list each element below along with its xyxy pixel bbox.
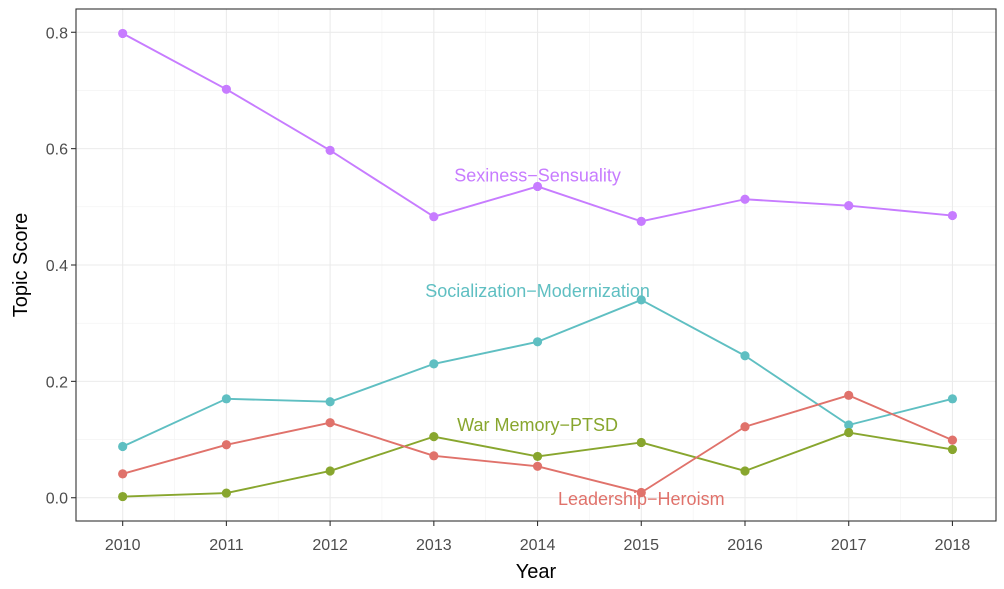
y-axis-ticks: 0.0 0.2 0.4 0.6 0.8 xyxy=(46,25,76,508)
data-point xyxy=(947,210,958,221)
data-point xyxy=(532,461,543,471)
series-lines xyxy=(118,28,958,502)
x-tick-label: 2012 xyxy=(312,537,348,554)
series-sexiness-sensuality xyxy=(118,28,958,226)
data-point xyxy=(221,440,231,450)
data-point xyxy=(636,216,646,226)
y-tick-label: 0.8 xyxy=(46,25,68,42)
data-point xyxy=(844,420,854,430)
data-point xyxy=(221,394,231,404)
data-point xyxy=(947,435,958,445)
series-label: Socialization−Modernization xyxy=(425,281,650,301)
data-point xyxy=(118,28,128,39)
series-leadership-heroism xyxy=(118,390,958,498)
data-point xyxy=(844,390,854,400)
data-point xyxy=(532,181,543,192)
data-point xyxy=(636,437,646,448)
x-axis-title: Year xyxy=(516,561,557,583)
y-axis-title: Topic Score xyxy=(10,213,32,318)
data-point xyxy=(740,194,750,204)
y-tick-label: 0.0 xyxy=(46,491,68,508)
data-point xyxy=(429,212,439,222)
series-label: Leadership−Heroism xyxy=(558,489,725,509)
data-point xyxy=(636,487,646,498)
data-point xyxy=(325,466,335,476)
x-tick-label: 2018 xyxy=(935,537,971,554)
data-point xyxy=(844,201,854,211)
data-point xyxy=(325,145,335,155)
series-socialization-modernization xyxy=(118,295,958,452)
data-point xyxy=(947,394,958,404)
data-point xyxy=(740,422,750,432)
series-labels: Sexiness−Sensuality Socialization−Moderni… xyxy=(425,165,724,508)
x-tick-label: 2015 xyxy=(623,537,659,554)
x-tick-label: 2011 xyxy=(209,537,244,554)
data-point xyxy=(947,444,958,455)
data-point xyxy=(118,441,128,452)
data-point xyxy=(429,432,439,442)
data-point xyxy=(118,491,128,502)
data-point xyxy=(325,418,335,428)
data-point xyxy=(429,451,439,461)
data-point xyxy=(532,451,543,462)
data-point xyxy=(221,488,231,498)
x-tick-label: 2016 xyxy=(727,537,763,554)
y-tick-label: 0.2 xyxy=(46,374,68,391)
x-axis-ticks: 2010 2011 2012 2013 2014 2015 2016 2017 2018 xyxy=(105,521,970,554)
data-point xyxy=(844,427,854,438)
data-point xyxy=(118,469,128,479)
grid xyxy=(76,9,996,521)
y-tick-label: 0.6 xyxy=(46,142,68,159)
x-tick-label: 2017 xyxy=(831,537,867,554)
series-label: Sexiness−Sensuality xyxy=(454,165,621,185)
data-point xyxy=(221,84,231,94)
data-point xyxy=(740,351,750,361)
data-point xyxy=(532,337,543,347)
series-label: War Memory−PTSD xyxy=(457,415,618,435)
data-point xyxy=(740,466,750,476)
data-point xyxy=(429,359,439,369)
series-war-memory-ptsd xyxy=(118,427,958,502)
x-tick-label: 2013 xyxy=(416,537,452,554)
data-point xyxy=(636,295,646,305)
x-tick-label: 2010 xyxy=(105,537,141,554)
y-tick-label: 0.4 xyxy=(46,258,68,275)
data-point xyxy=(325,397,335,407)
x-tick-label: 2014 xyxy=(520,537,556,554)
